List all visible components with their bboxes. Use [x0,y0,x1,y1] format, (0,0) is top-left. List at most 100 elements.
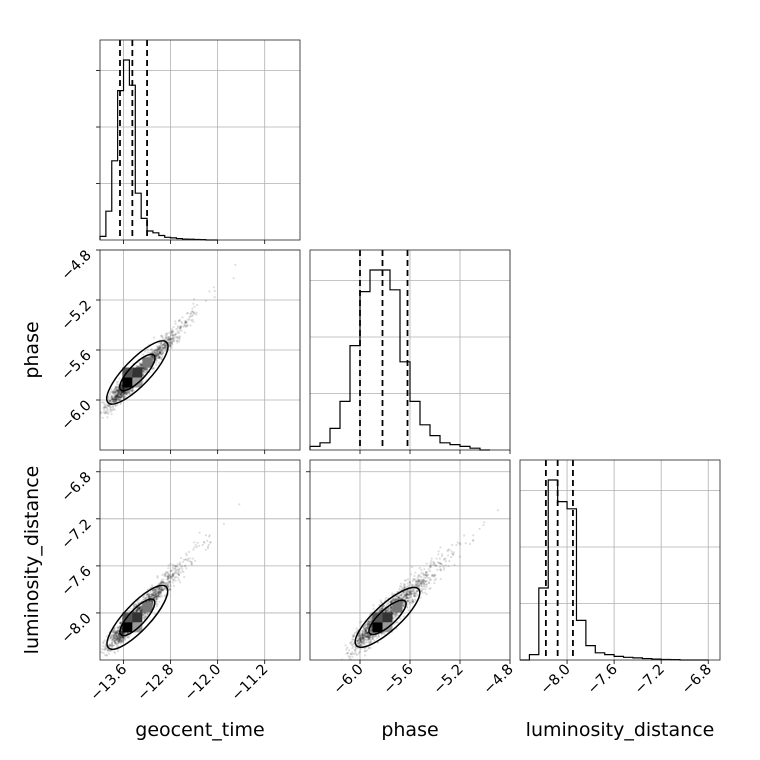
scatter-point [104,412,107,415]
scatter-point [428,564,432,567]
scatter-point [364,626,368,629]
scatter-point [409,590,412,593]
scatter-point [171,333,174,336]
scatter-point [123,388,126,391]
scatter-point [150,595,153,599]
scatter-point [135,603,138,606]
scatter-point [166,584,169,587]
scatter-point [136,608,139,612]
scatter-point [113,640,116,643]
scatter-point [379,609,383,612]
scatter-point [123,636,126,639]
scatter-point [115,635,118,638]
scatter-point [116,381,119,384]
scatter-point [177,578,180,582]
scatter-point [368,640,371,643]
scatter-point [157,352,160,355]
scatter-point [95,413,97,415]
scatter-point [154,588,157,592]
scatter-point [111,398,114,401]
scatter-point [364,626,368,630]
scatter-point [119,642,123,645]
scatter-point [115,394,118,397]
scatter-point [124,391,127,394]
scatter-point [159,591,162,595]
scatter-point [110,397,114,400]
scatter-point [161,335,164,338]
scatter-point [172,329,175,333]
scatter-point [146,348,149,351]
scatter-point [124,392,127,395]
scatter-point [429,577,432,580]
scatter-point [136,600,139,603]
scatter-point [117,637,120,641]
scatter-point [139,363,142,366]
scatter-point [404,597,407,600]
scatter-point [113,392,116,395]
scatter-point [351,643,354,646]
scatter-point [180,556,183,560]
scatter-point [117,392,120,395]
scatter-point [112,637,116,640]
scatter-point [181,565,184,568]
scatter-point [140,364,143,367]
scatter-point [170,333,173,336]
contour-inner [119,598,156,637]
scatter-point [168,331,171,334]
scatter-point [118,636,121,639]
scatter-point [118,638,121,641]
scatter-point [395,615,398,618]
scatter-point [188,560,191,563]
scatter-point [114,401,117,404]
scatter-point [117,629,120,632]
scatter-point [155,351,158,354]
scatter-point [138,606,142,609]
scatter-point [120,391,123,394]
scatter-point [158,351,161,354]
scatter-point [116,645,119,648]
scatter-point [438,565,442,568]
scatter-point [407,596,410,600]
scatter-point [117,626,120,629]
scatter-point [434,564,437,567]
scatter-point [142,373,145,376]
scatter-point [358,643,361,647]
histogram-phase [309,269,490,451]
scatter-point [112,638,115,641]
scatter-point [147,595,151,598]
scatter-point [119,394,122,397]
scatter-point [102,640,105,643]
scatter-point [183,331,186,334]
scatter-point [424,580,427,583]
scatter-point [171,340,174,343]
scatter-point [139,609,142,613]
scatter-point [203,541,206,544]
scatter-point [122,633,126,636]
scatter-point [169,341,173,344]
scatter-point [114,400,118,403]
scatter-point [360,644,363,647]
scatter-point [392,617,395,620]
scatter-point [117,636,120,639]
scatter-point [117,635,120,639]
scatter-point [112,400,115,403]
scatter-point [116,383,119,386]
scatter-point [122,631,125,635]
scatter-point [423,585,426,588]
scatter-point [201,543,204,547]
scatter-point [410,590,413,593]
scatter-point [157,354,160,357]
scatter-point [381,606,384,609]
scatter-point [360,620,363,623]
scatter-point [154,588,157,591]
scatter-point [389,601,392,604]
scatter-point [178,567,181,571]
scatter-point [136,365,139,368]
scatter-point [160,588,163,591]
scatter-point [154,598,158,601]
scatter-point [120,636,123,639]
scatter-point [115,633,118,636]
scatter-point [165,339,169,342]
scatter-point [362,639,365,643]
